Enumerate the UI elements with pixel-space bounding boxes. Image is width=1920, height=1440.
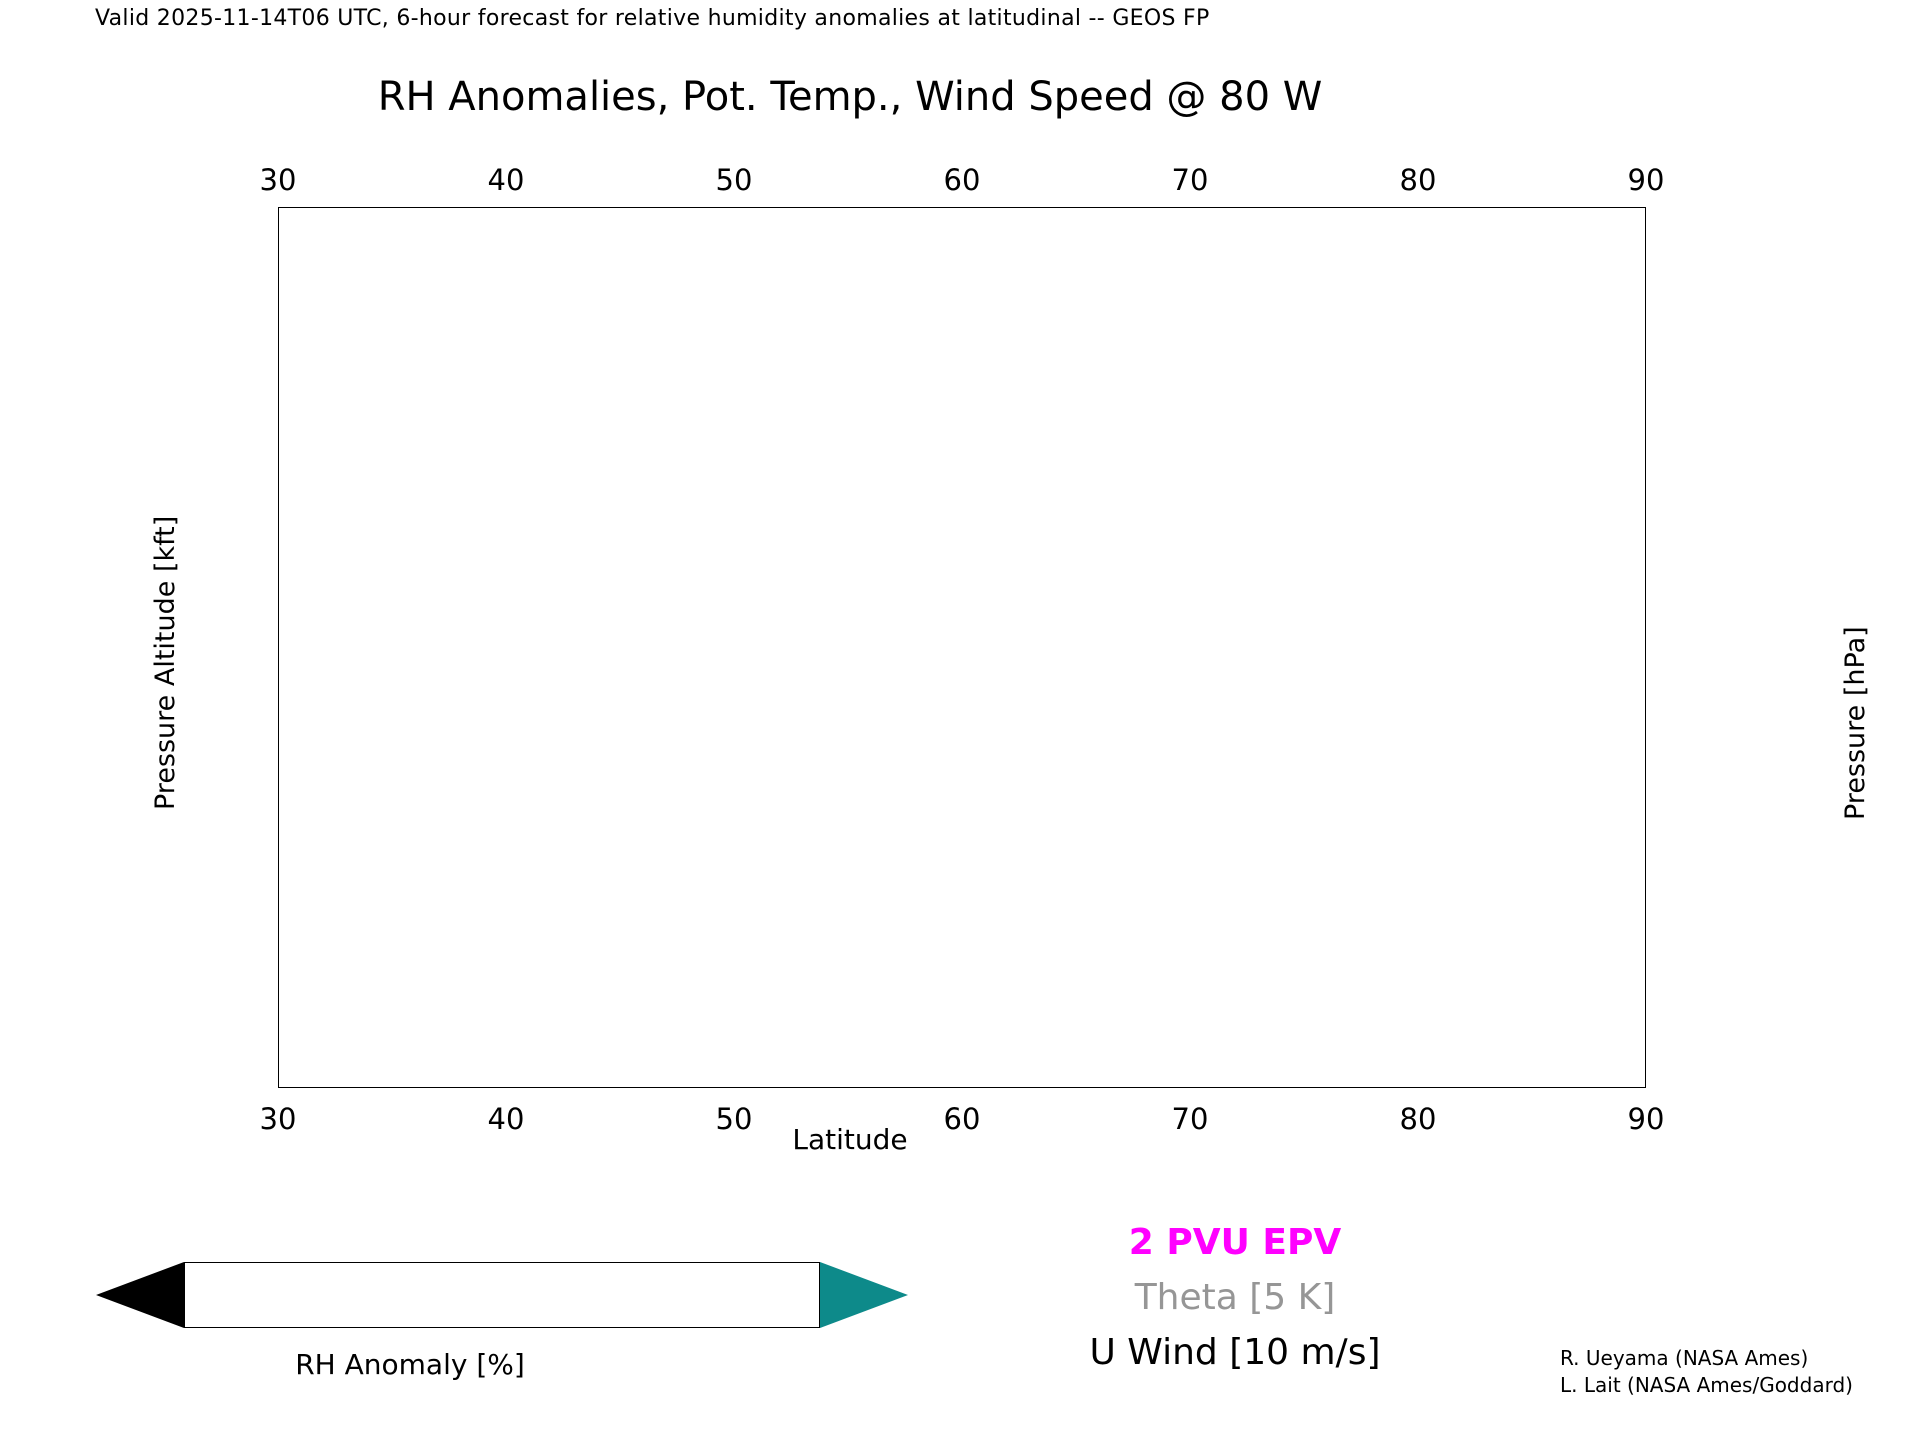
colorbar-title: RH Anomaly [%] [295, 1348, 525, 1381]
plot-canvas [279, 208, 1645, 1087]
credits: R. Ueyama (NASA Ames) L. Lait (NASA Ames… [1560, 1345, 1853, 1399]
colorbar-body [184, 1262, 820, 1328]
cross-section-plot[interactable] [278, 207, 1646, 1088]
x-tick-label: 30 [259, 1102, 297, 1136]
y-axis-title: Pressure Altitude [kft] [150, 515, 181, 810]
colorbar[interactable] [96, 1262, 916, 1328]
x-tick-label: 90 [1627, 1102, 1665, 1136]
pressure-axis-title: Pressure [hPa] [1840, 626, 1871, 820]
legend-item-epv: 2 PVU EPV [1128, 1222, 1342, 1263]
legend: 2 PVU EPV Theta [5 K] U Wind [10 m/s] [1000, 1222, 1470, 1387]
x-axis-title: Latitude [792, 1123, 908, 1156]
inset-locator-map[interactable] [1541, 1148, 1733, 1284]
header-validity-text: Valid 2025-11-14T06 UTC, 6-hour forecast… [95, 6, 1210, 31]
x-tick-label: 60 [943, 1102, 981, 1136]
x-tick-label: 40 [487, 1102, 525, 1136]
top-tick-label: 30 [259, 163, 297, 197]
top-tick-label: 50 [715, 163, 753, 197]
x-tick-label: 70 [1171, 1102, 1209, 1136]
page-title: RH Anomalies, Pot. Temp., Wind Speed @ 8… [377, 74, 1323, 120]
legend-item-theta: Theta [5 K] [1134, 1277, 1336, 1318]
top-tick-label: 60 [943, 163, 981, 197]
x-tick-label: 80 [1399, 1102, 1437, 1136]
top-tick-label: 80 [1399, 163, 1437, 197]
colorbar-under-arrow [96, 1262, 184, 1328]
top-tick-label: 90 [1627, 163, 1665, 197]
colorbar-over-arrow [820, 1262, 908, 1328]
top-tick-label: 70 [1171, 163, 1209, 197]
credit-line-1: R. Ueyama (NASA Ames) [1560, 1346, 1809, 1370]
x-tick-label: 50 [715, 1102, 753, 1136]
inset-map-canvas [1541, 1148, 1733, 1284]
legend-item-uwind: U Wind [10 m/s] [1089, 1332, 1381, 1373]
credit-line-2: L. Lait (NASA Ames/Goddard) [1560, 1373, 1853, 1397]
top-tick-label: 40 [487, 163, 525, 197]
